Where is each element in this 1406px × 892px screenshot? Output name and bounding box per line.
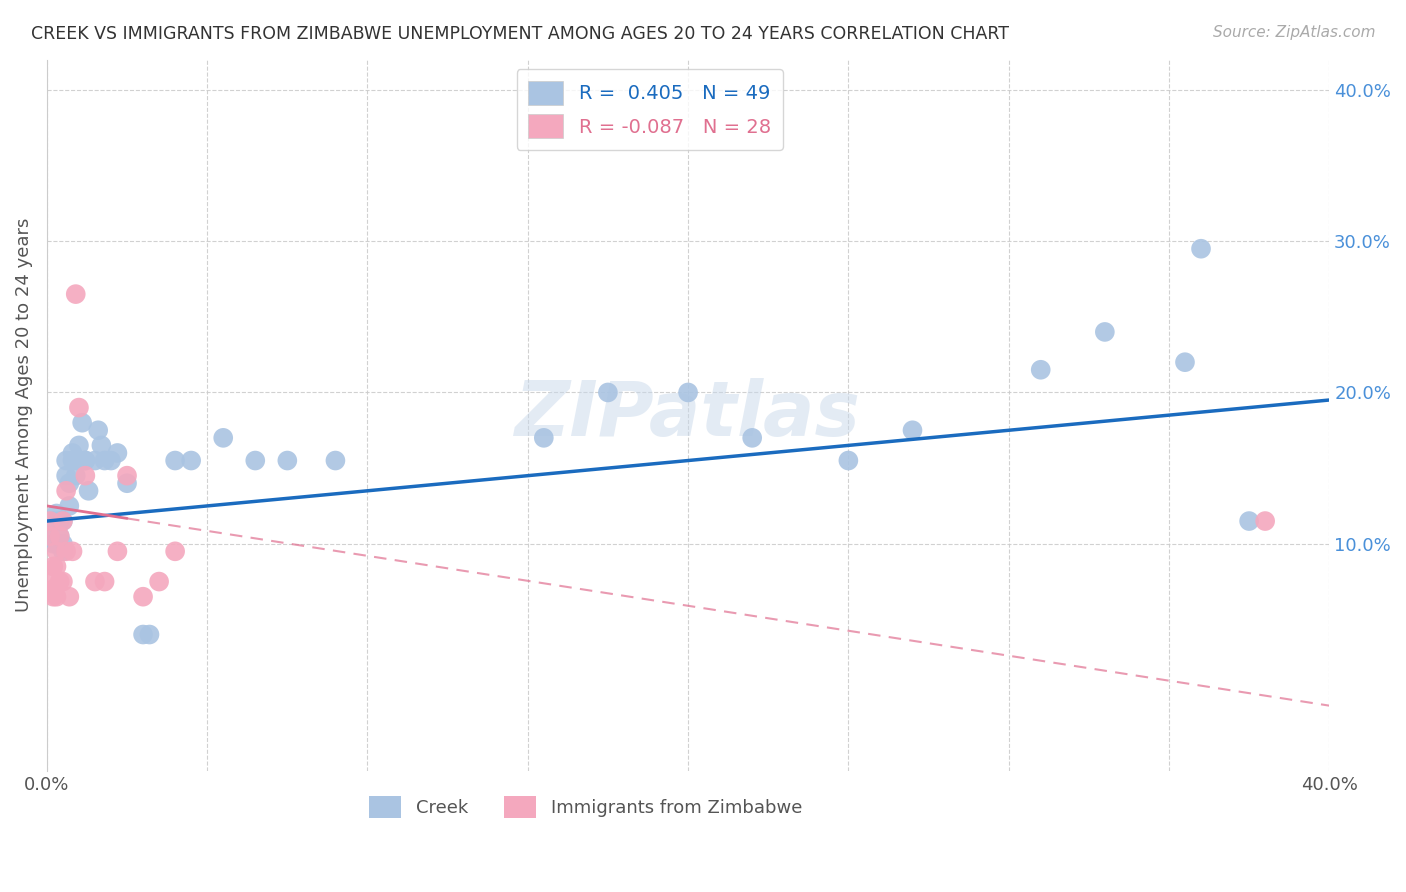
Point — [45, 507, 67, 521]
Point — [48, 529, 70, 543]
Point — [107, 446, 129, 460]
Y-axis label: Unemployment Among Ages 20 to 24 years: Unemployment Among Ages 20 to 24 years — [15, 218, 32, 612]
Point — [70, 416, 93, 430]
Point — [62, 453, 84, 467]
Point — [90, 438, 112, 452]
Point — [52, 537, 75, 551]
Point — [87, 423, 110, 437]
Point — [148, 574, 170, 589]
Point — [39, 574, 62, 589]
Point — [75, 453, 97, 467]
Point — [596, 385, 619, 400]
Point — [93, 574, 115, 589]
Point — [837, 453, 859, 467]
Point — [77, 483, 100, 498]
Point — [212, 431, 235, 445]
Point — [67, 438, 90, 452]
Point — [45, 590, 67, 604]
Point — [65, 468, 87, 483]
Point — [62, 446, 84, 460]
Point — [67, 453, 90, 467]
Text: Source: ZipAtlas.com: Source: ZipAtlas.com — [1212, 25, 1375, 40]
Point — [84, 574, 107, 589]
Point — [45, 559, 67, 574]
Point — [165, 453, 187, 467]
Point — [1174, 355, 1197, 369]
Point — [676, 385, 699, 400]
Point — [42, 582, 65, 596]
Point — [115, 468, 138, 483]
Point — [325, 453, 347, 467]
Point — [42, 514, 65, 528]
Point — [1029, 363, 1052, 377]
Point — [533, 431, 555, 445]
Point — [1189, 242, 1212, 256]
Point — [55, 468, 77, 483]
Point — [58, 476, 80, 491]
Point — [1094, 325, 1116, 339]
Point — [52, 544, 75, 558]
Point — [1237, 514, 1260, 528]
Point — [65, 287, 87, 301]
Point — [45, 544, 67, 558]
Point — [62, 544, 84, 558]
Point — [901, 423, 924, 437]
Point — [52, 514, 75, 528]
Point — [84, 453, 107, 467]
Point — [93, 453, 115, 467]
Point — [42, 590, 65, 604]
Point — [245, 453, 267, 467]
Point — [39, 529, 62, 543]
Point — [741, 431, 763, 445]
Point — [132, 590, 155, 604]
Point — [52, 514, 75, 528]
Point — [1254, 514, 1277, 528]
Point — [67, 401, 90, 415]
Point — [52, 574, 75, 589]
Point — [55, 544, 77, 558]
Point — [55, 483, 77, 498]
Point — [45, 537, 67, 551]
Point — [48, 514, 70, 528]
Point — [42, 559, 65, 574]
Legend: Creek, Immigrants from Zimbabwe: Creek, Immigrants from Zimbabwe — [361, 789, 810, 826]
Text: CREEK VS IMMIGRANTS FROM ZIMBABWE UNEMPLOYMENT AMONG AGES 20 TO 24 YEARS CORRELA: CREEK VS IMMIGRANTS FROM ZIMBABWE UNEMPL… — [31, 25, 1010, 43]
Point — [107, 544, 129, 558]
Point — [48, 529, 70, 543]
Text: ZIPatlas: ZIPatlas — [515, 378, 860, 452]
Point — [115, 476, 138, 491]
Point — [75, 453, 97, 467]
Point — [39, 514, 62, 528]
Point — [42, 537, 65, 551]
Point — [180, 453, 202, 467]
Point — [58, 590, 80, 604]
Point — [276, 453, 298, 467]
Point — [55, 453, 77, 467]
Point — [39, 529, 62, 543]
Point — [58, 499, 80, 513]
Point — [75, 468, 97, 483]
Point — [138, 627, 160, 641]
Point — [132, 627, 155, 641]
Point — [100, 453, 122, 467]
Point — [165, 544, 187, 558]
Point — [48, 574, 70, 589]
